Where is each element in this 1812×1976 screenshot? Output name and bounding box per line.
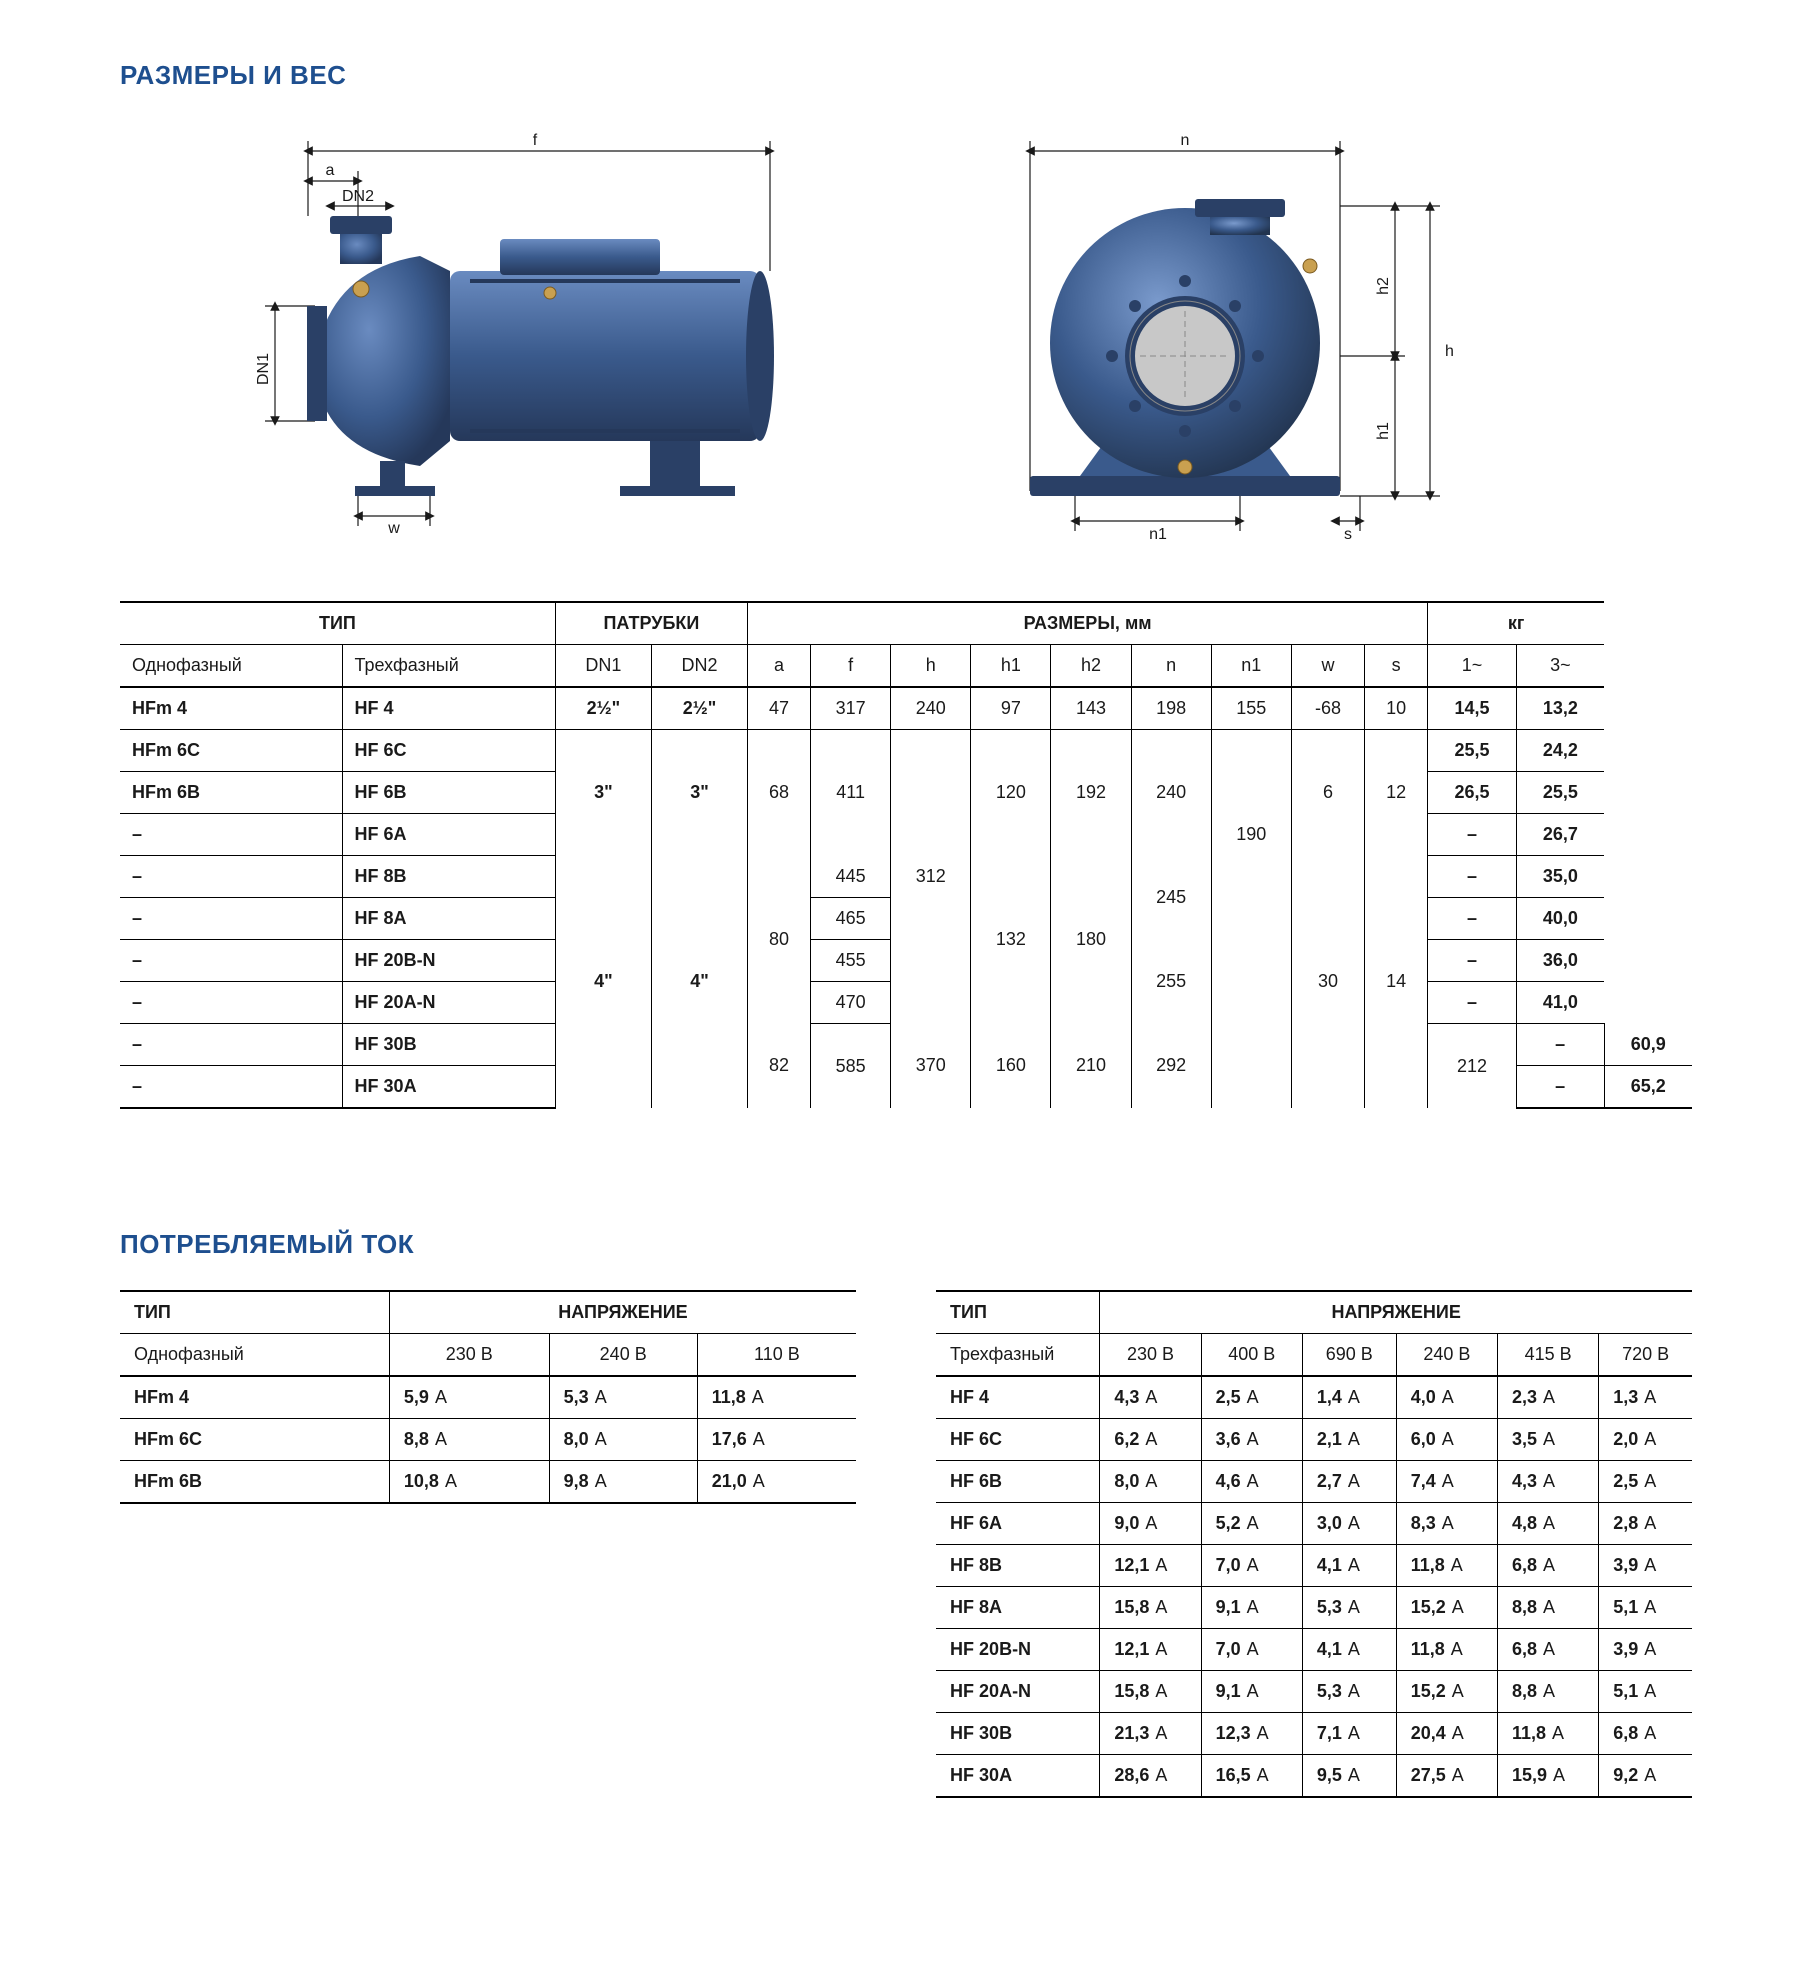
table-row: – HF 30B 82 585 370 160 210 292 212 – 60…: [120, 1024, 1692, 1066]
svg-text:w: w: [387, 520, 400, 537]
current-table-single: ТИП НАПРЯЖЕНИЕ Однофазный 230 В 240 В 11…: [120, 1290, 856, 1504]
table-row: HFm 45,9 A5,3 A11,8 A: [120, 1376, 856, 1419]
dimensions-heading: РАЗМЕРЫ И ВЕС: [120, 60, 1692, 91]
table-row: HFm 4 HF 4 2½" 2½" 47 317 240 97 143 198…: [120, 687, 1692, 730]
table-row: HF 30A28,6 A16,5 A9,5 A27,5 A15,9 A9,2 A: [936, 1755, 1692, 1798]
table-row: HF 6A9,0 A5,2 A3,0 A8,3 A4,8 A2,8 A: [936, 1503, 1692, 1545]
dimensions-table: ТИП ПАТРУБКИ РАЗМЕРЫ, мм кг Однофазный Т…: [120, 601, 1692, 1109]
pump-drawings: f a DN2 DN1 w: [180, 121, 1692, 541]
table-row: HF 30B21,3 A12,3 A7,1 A20,4 A11,8 A6,8 A: [936, 1713, 1692, 1755]
table-row: HFm 6C HF 6C 3" 3" 68 411 312 120 192 24…: [120, 730, 1692, 772]
current-heading: ПОТРЕБЛЯЕМЫЙ ТОК: [120, 1229, 1692, 1260]
svg-text:h1: h1: [1375, 422, 1392, 440]
table-row: HF 20A-N15,8 A9,1 A5,3 A15,2 A8,8 A5,1 A: [936, 1671, 1692, 1713]
svg-text:DN1: DN1: [255, 353, 272, 385]
table-row: HF 6B8,0 A4,6 A2,7 A7,4 A4,3 A2,5 A: [936, 1461, 1692, 1503]
table-row: HF 44,3 A2,5 A1,4 A4,0 A2,3 A1,3 A: [936, 1376, 1692, 1419]
svg-text:h: h: [1445, 343, 1454, 360]
svg-text:s: s: [1344, 526, 1352, 541]
svg-text:DN2: DN2: [342, 188, 374, 205]
table-row: HF 8B12,1 A7,0 A4,1 A11,8 A6,8 A3,9 A: [936, 1545, 1692, 1587]
svg-text:f: f: [533, 132, 538, 149]
pump-front-view: n h h2 h1 n1 s: [940, 121, 1500, 541]
table-row: HF 8A15,8 A9,1 A5,3 A15,2 A8,8 A5,1 A: [936, 1587, 1692, 1629]
table-row: HF 20B-N12,1 A7,0 A4,1 A11,8 A6,8 A3,9 A: [936, 1629, 1692, 1671]
table-row: HFm 6C8,8 A8,0 A17,6 A: [120, 1419, 856, 1461]
table-row: HF 6C6,2 A3,6 A2,1 A6,0 A3,5 A2,0 A: [936, 1419, 1692, 1461]
pump-side-view: f a DN2 DN1 w: [180, 121, 820, 541]
svg-text:h2: h2: [1375, 277, 1392, 295]
current-table-three: ТИП НАПРЯЖЕНИЕ Трехфазный 230 В 400 В 69…: [936, 1290, 1692, 1798]
svg-text:n1: n1: [1149, 526, 1167, 541]
svg-text:n: n: [1181, 132, 1190, 149]
svg-text:a: a: [326, 162, 335, 179]
table-row: HFm 6B10,8 A9,8 A21,0 A: [120, 1461, 856, 1504]
